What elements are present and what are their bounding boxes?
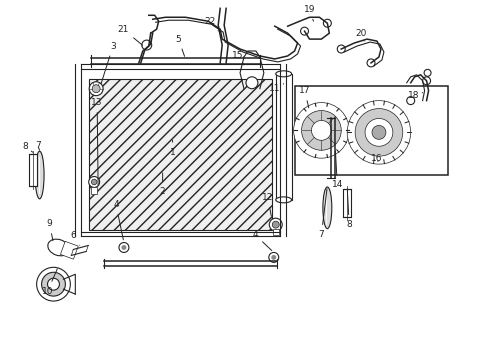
Circle shape [88, 176, 100, 188]
Text: 8: 8 [346, 190, 351, 229]
Text: 4: 4 [252, 230, 271, 251]
Circle shape [268, 252, 278, 262]
Circle shape [92, 85, 100, 93]
Circle shape [91, 179, 97, 185]
Circle shape [406, 96, 414, 105]
Text: 13: 13 [91, 98, 102, 185]
Circle shape [301, 111, 341, 150]
Circle shape [41, 272, 65, 296]
Text: 10: 10 [41, 269, 57, 296]
Circle shape [365, 118, 392, 146]
Bar [343, 189, 350, 217]
Circle shape [337, 45, 345, 53]
Bar [294, 86, 447, 175]
Circle shape [89, 82, 103, 96]
Text: 5: 5 [175, 35, 184, 56]
Text: 8: 8 [23, 142, 33, 152]
Text: 15: 15 [232, 51, 244, 65]
Bar [275, 74, 291, 200]
Text: 3: 3 [101, 41, 116, 84]
Bar [91, 187, 97, 194]
Circle shape [121, 245, 126, 250]
Circle shape [366, 59, 374, 67]
Bar [272, 229, 278, 235]
Text: 4: 4 [113, 200, 123, 240]
Text: 6: 6 [70, 231, 80, 245]
Text: 14: 14 [331, 151, 342, 189]
Text: 9: 9 [46, 219, 53, 241]
Circle shape [269, 218, 282, 231]
Text: 12: 12 [262, 193, 273, 216]
Ellipse shape [322, 187, 331, 229]
Ellipse shape [35, 151, 44, 199]
Bar [89, 79, 271, 230]
Text: 19: 19 [303, 5, 315, 21]
Circle shape [271, 255, 276, 260]
Circle shape [423, 69, 430, 76]
Ellipse shape [275, 197, 291, 203]
Circle shape [245, 77, 257, 89]
Bar [61, 241, 78, 259]
Circle shape [119, 243, 129, 252]
Text: 21: 21 [117, 25, 142, 45]
Circle shape [311, 121, 331, 140]
Circle shape [346, 100, 410, 164]
Circle shape [323, 19, 331, 27]
Text: 7: 7 [35, 141, 41, 150]
Text: 22: 22 [204, 17, 218, 31]
Circle shape [37, 267, 70, 301]
Circle shape [300, 27, 308, 35]
Text: 11: 11 [268, 84, 283, 93]
Ellipse shape [275, 71, 291, 77]
Bar [29, 154, 37, 186]
Text: 2: 2 [160, 173, 165, 197]
Circle shape [47, 278, 60, 290]
Circle shape [293, 103, 348, 158]
Circle shape [272, 221, 279, 228]
Text: 20: 20 [355, 29, 366, 41]
Circle shape [354, 109, 402, 156]
Circle shape [422, 77, 429, 85]
Circle shape [142, 40, 151, 50]
Circle shape [371, 125, 385, 139]
Text: 17: 17 [298, 86, 310, 108]
Text: 18: 18 [407, 91, 422, 100]
Text: 7: 7 [318, 189, 326, 239]
Ellipse shape [48, 239, 69, 256]
Text: 16: 16 [370, 154, 382, 163]
Text: 1: 1 [169, 140, 175, 157]
